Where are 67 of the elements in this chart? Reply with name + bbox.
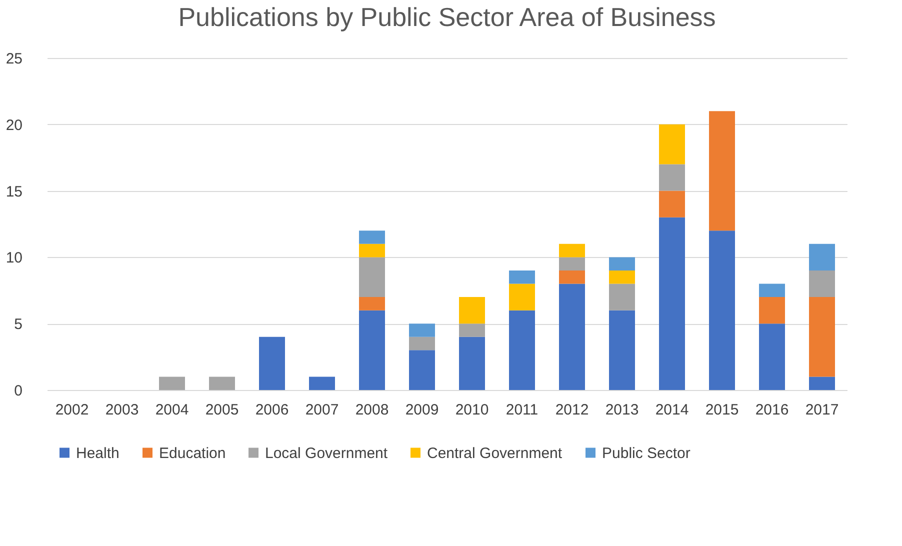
bar <box>709 230 735 390</box>
bar <box>559 244 585 258</box>
bar <box>709 111 735 231</box>
bar <box>159 376 185 390</box>
bar <box>309 376 335 390</box>
bar <box>609 257 635 270</box>
legend-label: Local Government <box>265 444 388 462</box>
bar <box>659 190 685 218</box>
bar <box>559 257 585 270</box>
legend-label: Health <box>76 444 120 462</box>
bar <box>659 217 685 390</box>
bar <box>759 324 785 390</box>
bar <box>509 270 535 284</box>
bar <box>409 336 435 350</box>
chart-title: Publications by Public Sector Area of Business <box>178 2 716 32</box>
y-tick-label: 20 <box>6 116 22 134</box>
bar <box>459 297 485 324</box>
x-tick-label: 2002 <box>55 402 89 418</box>
x-tick-label: 2011 <box>506 402 538 418</box>
bar <box>259 336 285 390</box>
bar <box>559 270 585 284</box>
x-tick-label: 2012 <box>555 402 589 418</box>
bar <box>559 284 585 390</box>
bar <box>509 310 535 390</box>
x-tick-label: 2015 <box>705 402 739 418</box>
legend-label: Central Government <box>427 444 563 462</box>
bar <box>759 284 785 298</box>
bar <box>609 284 635 310</box>
bar <box>459 324 485 337</box>
bar <box>809 297 835 377</box>
x-tick-label: 2005 <box>205 402 239 418</box>
y-tick-label: 15 <box>6 183 22 200</box>
bar <box>809 244 835 270</box>
bar <box>359 310 385 390</box>
y-tick-label: 0 <box>14 382 22 400</box>
bar <box>359 257 385 298</box>
x-tick-label: 2008 <box>355 402 389 418</box>
x-tick-label: 2016 <box>755 402 789 418</box>
x-tick-label: 2013 <box>605 402 639 418</box>
bar <box>509 284 535 310</box>
x-tick-label: 2010 <box>455 402 489 418</box>
bar <box>609 270 635 284</box>
bar <box>359 230 385 244</box>
bar <box>409 324 435 337</box>
x-tick-label: 2006 <box>255 402 289 418</box>
bar <box>459 336 485 390</box>
bar <box>359 244 385 258</box>
bar <box>809 376 835 390</box>
legend-label: Public Sector <box>602 444 690 462</box>
y-tick-label: 25 <box>6 50 22 68</box>
x-tick-label: 2004 <box>155 402 189 418</box>
bar <box>659 164 685 191</box>
x-tick-label: 2007 <box>305 402 339 418</box>
bar <box>209 376 235 390</box>
x-tick-label: 2009 <box>405 402 439 418</box>
y-tick-label: 5 <box>14 316 22 334</box>
x-tick-label: 2017 <box>805 402 839 418</box>
bar <box>659 124 685 164</box>
bar <box>809 270 835 298</box>
x-tick-label: 2014 <box>655 402 689 418</box>
bar <box>609 310 635 390</box>
bar <box>359 297 385 310</box>
legend-label: Education <box>159 444 226 462</box>
x-tick-label: 2003 <box>105 402 139 418</box>
bar <box>759 297 785 324</box>
bar <box>409 350 435 390</box>
y-tick-label: 10 <box>6 250 22 267</box>
